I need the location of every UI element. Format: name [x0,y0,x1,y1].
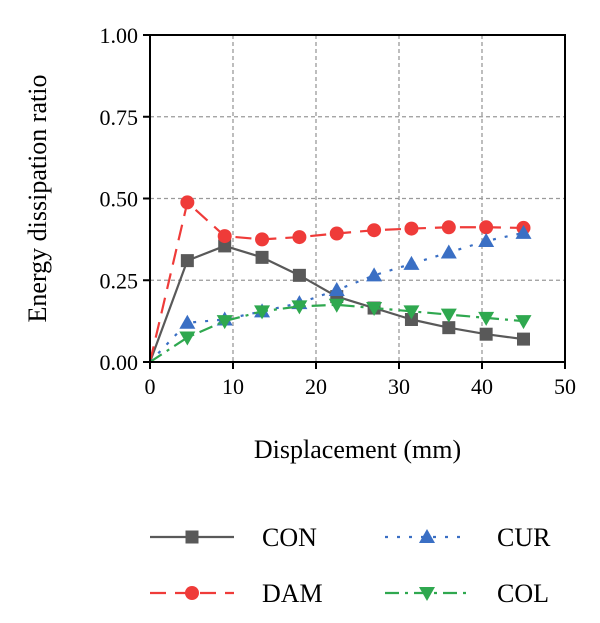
data-point-con [180,254,194,268]
legend-item-con: CON [150,523,317,552]
x-axis-title: Displacement (mm) [254,435,461,464]
data-point-dam [180,195,195,210]
x-tick-label: 50 [554,374,576,399]
data-point-dam [329,226,344,241]
data-point-col [403,305,420,320]
legend: CON DAM CUR COL [150,523,551,608]
x-tick-label: 0 [145,374,156,399]
data-point-cur [179,314,196,329]
y-tick-label: 0.00 [100,350,139,375]
data-point-cur [515,224,532,239]
data-point-col [254,305,271,320]
x-tick-label: 10 [222,374,244,399]
y-tick-label: 1.00 [100,23,139,48]
x-tick-label: 30 [388,374,410,399]
legend-item-col: COL [385,579,549,608]
data-point-cur [328,282,345,297]
y-tick-label: 0.25 [100,268,139,293]
legend-item-dam: DAM [150,579,323,608]
legend-marker-cur [419,529,435,543]
data-point-col [366,302,383,317]
data-point-con [479,327,493,341]
data-point-col [478,311,495,326]
data-point-con [255,250,269,264]
data-point-col [328,298,345,313]
series-line-col [149,303,524,363]
data-point-col [179,331,196,346]
legend-label-con: CON [262,523,317,552]
y-axis-title: Energy dissipation ratio [23,75,52,323]
data-point-col [515,315,532,330]
legend-label-dam: DAM [262,579,323,608]
legend-marker-col [419,587,435,601]
x-tick-label: 40 [471,374,493,399]
data-point-dam [404,221,419,236]
data-point-dam [441,220,456,235]
legend-label-cur: CUR [497,523,551,552]
data-point-con [218,239,232,253]
legend-marker-dam [185,586,199,600]
series-col [149,298,532,363]
series-layer [148,195,532,363]
data-point-con [404,312,418,326]
data-point-con [517,332,530,346]
legend-label-col: COL [497,579,549,608]
data-point-cur [478,233,495,248]
legend-item-cur: CUR [385,523,551,552]
y-tick-label: 0.75 [100,105,139,130]
data-point-dam [479,220,494,235]
data-point-col [216,315,233,330]
legend-marker-con [185,530,199,544]
data-point-dam [292,230,307,245]
ticks: 0 10 20 30 40 50 0.00 0.25 0.50 0.75 1.00 [100,23,577,399]
data-point-cur [440,244,457,259]
data-point-col [440,308,457,323]
data-point-col [291,300,308,315]
data-point-con [442,321,456,335]
data-point-dam [367,223,382,238]
y-tick-label: 0.50 [100,187,139,212]
data-point-con [292,268,306,282]
data-point-dam [217,229,232,244]
grid [150,35,565,362]
data-point-cur [366,267,383,282]
series-cur [149,224,532,363]
data-point-dam [255,232,270,247]
series-dam [148,195,531,363]
x-tick-label: 20 [305,374,327,399]
data-point-cur [403,255,420,270]
